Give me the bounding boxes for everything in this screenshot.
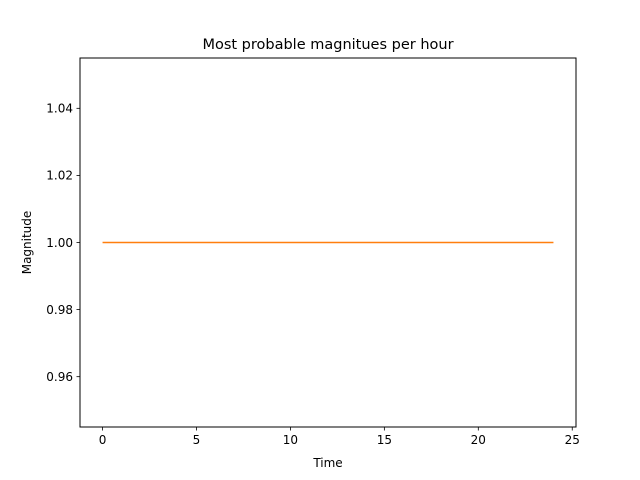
y-tick-label: 1.04: [46, 102, 73, 116]
y-tick-label: 1.02: [46, 169, 73, 183]
x-axis-label: Time: [312, 456, 342, 470]
x-tick-label: 20: [471, 433, 486, 447]
plot-frame: [79, 57, 577, 428]
chart-title: Most probable magnitues per hour: [202, 37, 453, 53]
y-tick-label: 0.96: [46, 370, 73, 384]
y-axis-ticks: 0.96 0.98 1.00 1.02 1.04: [46, 102, 80, 384]
x-tick-label: 5: [193, 433, 201, 447]
x-tick-label: 10: [283, 433, 298, 447]
y-tick-label: 0.98: [46, 303, 73, 317]
x-tick-label: 25: [565, 433, 580, 447]
x-tick-label: 15: [377, 433, 392, 447]
x-tick-label: 0: [99, 433, 107, 447]
y-axis-label: Magnitude: [20, 211, 34, 275]
y-tick-label: 1.00: [46, 236, 73, 250]
x-axis-ticks: 0 5 10 15 20 25: [99, 427, 580, 447]
